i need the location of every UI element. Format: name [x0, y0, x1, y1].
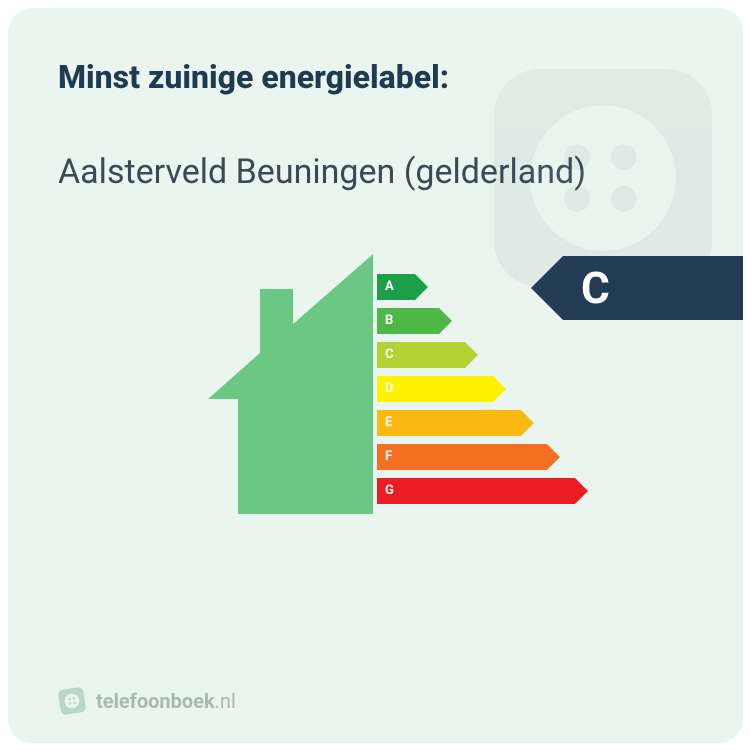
energy-bar-g: G [377, 476, 588, 506]
energy-bar-label: A [377, 274, 415, 300]
energy-bar-arrow [439, 308, 452, 334]
footer-brand-light: .nl [215, 689, 236, 713]
energy-bar-f: F [377, 442, 588, 472]
footer-logo-icon [58, 687, 86, 715]
house-icon [208, 254, 373, 514]
energy-bar-arrow [575, 478, 588, 504]
energy-bar-arrow [465, 342, 478, 368]
energy-bar-arrow [547, 444, 560, 470]
rating-badge: C [531, 256, 743, 320]
info-card: Minst zuinige energielabel: Aalsterveld … [8, 8, 743, 743]
energy-bar-d: D [377, 374, 588, 404]
energy-bar-arrow [521, 410, 534, 436]
badge-arrow [531, 256, 563, 320]
energy-bar-c: C [377, 340, 588, 370]
energy-bar-label: B [377, 308, 439, 334]
energy-bar-label: F [377, 444, 547, 470]
footer: telefoonboek.nl [58, 687, 236, 715]
energy-bar-arrow [415, 274, 428, 300]
energy-bar-arrow [493, 376, 506, 402]
energy-chart: ABCDEFG C [58, 254, 693, 534]
energy-bar-label: D [377, 376, 493, 402]
energy-bar-label: C [377, 342, 465, 368]
footer-brand-bold: telefoonboek [96, 689, 215, 713]
energy-bar-e: E [377, 408, 588, 438]
footer-brand: telefoonboek.nl [96, 689, 236, 713]
energy-bar-label: G [377, 478, 575, 504]
badge-letter: C [563, 256, 743, 320]
energy-bar-label: E [377, 410, 521, 436]
